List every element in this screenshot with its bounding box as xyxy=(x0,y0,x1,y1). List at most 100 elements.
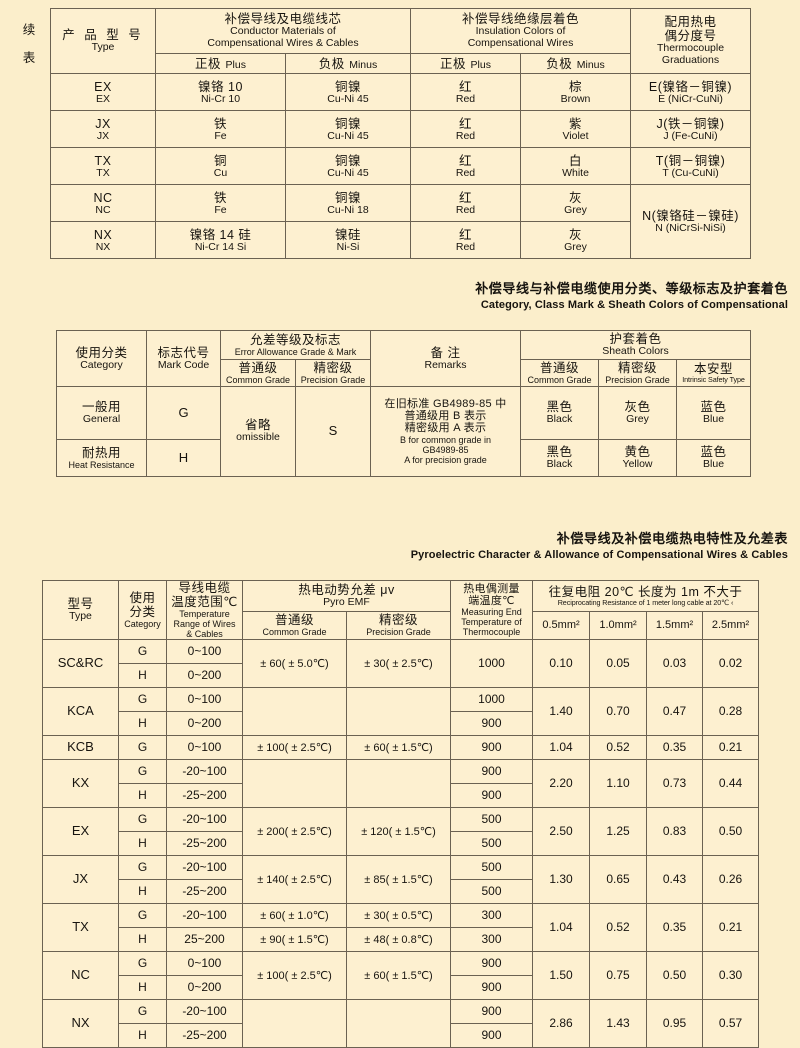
cell-insulation-plus: 红 Red xyxy=(410,184,521,223)
th-insulation-plus: 正极 Plus xyxy=(410,52,521,75)
cell-insulation-minus: 灰 Grey xyxy=(519,184,632,223)
cell3-resistance-25: 0.57 xyxy=(701,999,760,1048)
cell3-resistance-25: 0.21 xyxy=(701,735,760,761)
cell3-measuring-end-temperature: 900 xyxy=(450,759,533,785)
cell3-emf-common: ± 60( ± 5.0℃) xyxy=(242,639,347,689)
cell3-resistance-15: 0.50 xyxy=(646,951,703,1001)
cell3-category: H xyxy=(118,783,167,809)
cell-insulation-plus: 红 Red xyxy=(410,110,521,149)
cell-insulation-plus: 红 Red xyxy=(410,221,521,260)
th-type: 产 品 型 号 Type xyxy=(50,7,156,75)
cell-conductor-minus: 铜镍 Cu-Ni 18 xyxy=(285,184,411,223)
cell3-resistance-10: 0.05 xyxy=(589,639,647,689)
cell3-category: H xyxy=(118,1023,167,1048)
th3-reciprocating-resistance: 往复电阻 20℃ 长度为 1m 不大于 Reciprocating Resist… xyxy=(531,580,760,612)
cell3-emf-common: ± 100( ± 2.5℃) xyxy=(242,735,347,761)
cell3-category: G xyxy=(118,951,167,977)
cell-common-grade-omissible: 省略 omissible xyxy=(220,385,296,477)
cell-sheath-intrinsic-general: 蓝色 Blue xyxy=(676,385,752,440)
cell3-emf-precision: ± 30( ± 0.5℃) xyxy=(346,903,451,929)
cell-mark-heat-resistance: H xyxy=(146,438,221,477)
cell3-resistance-10: 0.52 xyxy=(589,735,647,761)
cell3-resistance-25: 0.30 xyxy=(701,951,760,1001)
cell3-measuring-end-temperature: 500 xyxy=(450,879,533,905)
th-insulation-colors: 补偿导线绝缘层着色 Insulation Colors of Compensat… xyxy=(409,8,632,54)
cell-type: NC NC xyxy=(50,184,156,223)
th-conductor-materials: 补偿导线及电缆线芯 Conductor Materials of Compens… xyxy=(155,8,411,54)
th-conductor-minus: 负极 Minus xyxy=(285,52,411,75)
cell3-type: KCB xyxy=(42,735,119,761)
cell3-emf-common xyxy=(242,759,347,809)
cell3-category: G xyxy=(118,999,167,1025)
table-3-wrapper: 型号 Type 使用 分类 Category 导线电缆 温度范围℃ Temper… xyxy=(42,579,760,1048)
cell3-resistance-15: 0.03 xyxy=(646,639,703,689)
cell3-temperature-range: -20~100 xyxy=(166,999,243,1025)
th3-resistance-05: 0.5mm² xyxy=(532,610,590,641)
th-mark-code: 标志代号 Mark Code xyxy=(146,330,221,387)
cell-type: TX TX xyxy=(50,147,156,186)
cell3-resistance-15: 0.47 xyxy=(646,687,703,737)
table-1-row: NC NC 铁 Fe 铜镍 Cu-Ni 18 红 Red 灰 Grey N(镍铬硅－镍硅) N (Ni… xyxy=(50,184,752,260)
th3-resistance-15: 1.5mm² xyxy=(646,610,703,641)
cell3-emf-precision: ± 48( ± 0.8℃) xyxy=(346,927,451,953)
cell3-measuring-end-temperature: 900 xyxy=(450,951,533,977)
table-3-row: NX G -20~100 900 2.86 1.43 0.95 0.57 xyxy=(42,999,760,1048)
cell3-temperature-range: 0~100 xyxy=(166,639,243,665)
cell3-temperature-range: -25~200 xyxy=(166,783,243,809)
cell3-emf-precision xyxy=(346,999,451,1048)
th3-emf-precision-grade: 精密级 Precision Grade xyxy=(346,610,451,641)
cell3-resistance-15: 0.83 xyxy=(646,807,703,857)
table-3-row: H 25~200 ± 90( ± 1.5℃) ± 48( ± 0.8℃) 300 xyxy=(43,927,759,953)
section-heading-2-cn: 补偿导线与补偿电缆使用分类、等级标志及护套着色 xyxy=(475,281,788,296)
cell-type: EX EX xyxy=(50,73,156,112)
category-class-mark-sheath-table: 使用分类 Category 标志代号 Mark Code 允差等级及标志 Err… xyxy=(56,330,752,477)
th3-measuring-end-temperature: 热电偶测量 端温度℃ Measuring End Temperature of … xyxy=(450,579,533,641)
cell-remarks-content: 在旧标准 GB4989-85 中 普通级用 B 表示 精密级用 A 表示 B f… xyxy=(370,385,522,477)
section-heading-3-en: Pyroelectric Character & Allowance of Co… xyxy=(410,549,788,561)
cell3-resistance-15: 0.35 xyxy=(646,735,703,761)
table-1-row: TX TX 铜 Cu 铜镍 Cu-Ni 45 红 Red 白 White T(铜－铜镍) T (Cu-… xyxy=(50,147,752,186)
table-2-wrapper: 使用分类 Category 标志代号 Mark Code 允差等级及标志 Err… xyxy=(56,330,752,477)
cell3-resistance-15: 0.95 xyxy=(646,999,703,1048)
cell-insulation-plus: 红 Red xyxy=(410,73,521,112)
table-3-row: JX G -20~100 ± 140( ± 2.5℃) ± 85( ± 1.5℃) 500… xyxy=(42,855,760,905)
cell-category-general: 一般用 General xyxy=(56,385,147,440)
cell3-temperature-range: 0~100 xyxy=(166,951,243,977)
cell3-category: H xyxy=(118,711,167,737)
th-remarks: 备 注 Remarks xyxy=(370,330,522,387)
compensational-wire-materials-table: 产 品 型 号 Type 补偿导线及电缆线芯 Conductor Materia… xyxy=(50,7,752,260)
table-3-row: H 0~200 900 xyxy=(43,975,759,1001)
cell3-resistance-05: 2.86 xyxy=(532,999,590,1048)
cell3-resistance-10: 0.52 xyxy=(589,903,647,953)
table-2-header-row-2: 普通级 Common Grade 精密级 Precision Grade 普通级… xyxy=(57,358,752,387)
cell3-type: NX xyxy=(42,999,119,1048)
th-sheath-colors: 护套着色 Sheath Colors xyxy=(520,330,752,360)
cell3-resistance-15: 0.43 xyxy=(646,855,703,905)
continued-label: 续 表 xyxy=(8,16,50,72)
cell3-resistance-10: 1.43 xyxy=(589,999,647,1048)
table-3-row: H -25~200 900 xyxy=(43,783,759,809)
th-thermocouple-graduations: 配用热电 偶分度号 Thermocouple Graduations xyxy=(630,7,752,75)
cell-conductor-minus: 铜镍 Cu-Ni 45 xyxy=(285,147,411,186)
continued-line-2: 表 xyxy=(22,51,36,65)
table-3-header-row-1: 型号 Type 使用 分类 Category 导线电缆 温度范围℃ Temper… xyxy=(42,579,760,641)
cell3-measuring-end-temperature: 900 xyxy=(450,999,533,1025)
cell3-category: G xyxy=(118,759,167,785)
cell3-emf-common: ± 200( ± 2.5℃) xyxy=(242,807,347,857)
th3-temperature-range: 导线电缆 温度范围℃ Temperature Range of Wires & … xyxy=(166,579,243,641)
cell3-resistance-10: 1.10 xyxy=(589,759,647,809)
cell3-resistance-25: 0.44 xyxy=(701,759,760,809)
cell3-measuring-end-temperature: 500 xyxy=(450,855,533,881)
cell3-category: G xyxy=(118,855,167,881)
cell3-measuring-end-temperature: 900 xyxy=(450,783,533,809)
cell-conductor-plus: 镍铬 14 硅 Ni-Cr 14 Si xyxy=(155,221,286,260)
cell3-emf-precision: ± 60( ± 1.5℃) xyxy=(346,735,451,761)
cell3-type: NC xyxy=(42,951,119,1001)
cell3-emf-common: ± 100( ± 2.5℃) xyxy=(242,951,347,1001)
table-3-row: KX G -20~100 900 2.20 1.10 0.73 0.44 xyxy=(42,759,760,809)
cell3-resistance-10: 1.25 xyxy=(589,807,647,857)
cell3-measuring-end-temperature: 900 xyxy=(450,711,533,737)
cell3-temperature-range: 0~200 xyxy=(166,663,243,689)
cell3-resistance-10: 0.75 xyxy=(589,951,647,1001)
table-3-row: NC G 0~100 ± 100( ± 2.5℃) ± 60( ± 1.5℃) 900 1.… xyxy=(42,951,760,1001)
